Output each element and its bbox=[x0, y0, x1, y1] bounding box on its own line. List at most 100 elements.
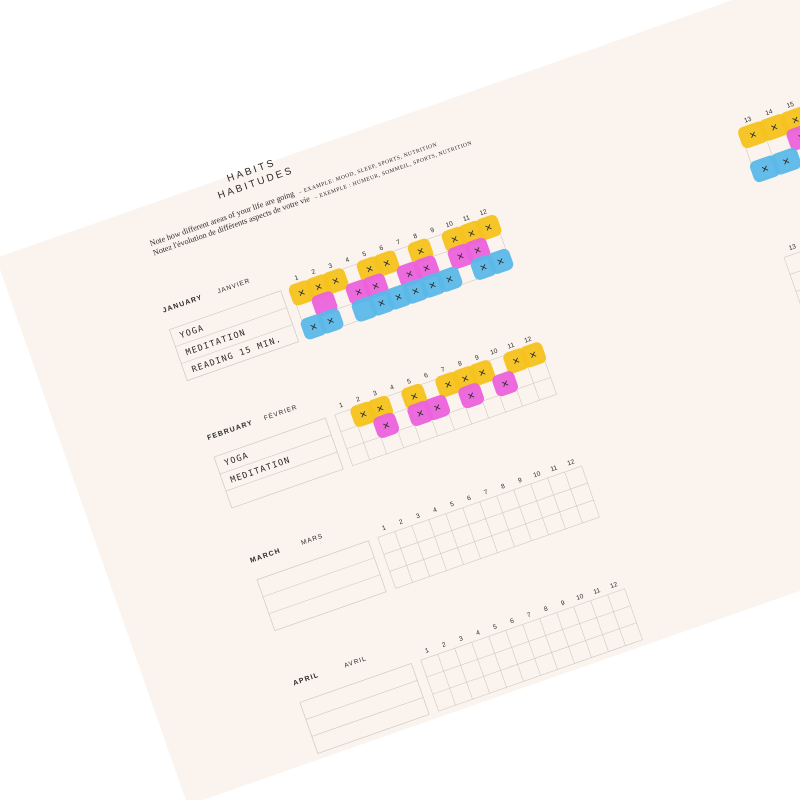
day-grid-right bbox=[783, 145, 800, 309]
check-cross-mark: × bbox=[443, 377, 454, 393]
check-cross-mark: × bbox=[769, 120, 780, 136]
day-number: 9 bbox=[560, 599, 566, 607]
habit-list-divider bbox=[225, 451, 338, 492]
day-number: 7 bbox=[483, 489, 489, 497]
day-number: 8 bbox=[457, 360, 463, 368]
grid-line bbox=[377, 537, 396, 589]
day-number: 4 bbox=[432, 506, 438, 514]
grid-line bbox=[530, 483, 549, 535]
day-number: 3 bbox=[415, 512, 421, 520]
day-number: 7 bbox=[526, 611, 532, 619]
day-number: 2 bbox=[355, 396, 361, 404]
blue-highlight-mark bbox=[436, 266, 463, 292]
check-cross-mark: × bbox=[376, 295, 387, 311]
grid-line bbox=[522, 624, 541, 676]
grid-line bbox=[420, 660, 439, 712]
grid-line bbox=[573, 606, 592, 658]
day-number: 2 bbox=[441, 641, 447, 649]
day-number: 11 bbox=[593, 587, 602, 596]
pink-highlight-mark bbox=[458, 383, 485, 409]
yellow-highlight-mark bbox=[373, 250, 400, 276]
day-number: 11 bbox=[462, 214, 471, 223]
grid-line bbox=[581, 465, 600, 518]
grid-line bbox=[454, 648, 473, 700]
grid-line bbox=[445, 513, 464, 565]
blue-highlight-mark bbox=[317, 308, 344, 334]
check-cross-mark: × bbox=[528, 347, 539, 363]
habit-list-box bbox=[256, 540, 387, 632]
check-cross-mark: × bbox=[759, 161, 770, 177]
day-number: 11 bbox=[550, 464, 559, 473]
check-cross-mark: × bbox=[781, 154, 792, 170]
day-number: 1 bbox=[338, 402, 344, 410]
grid-line bbox=[428, 519, 447, 571]
check-cross-mark: × bbox=[296, 285, 307, 301]
grid-line bbox=[471, 642, 490, 694]
day-number: 12 bbox=[523, 336, 533, 345]
grid-line bbox=[505, 630, 524, 682]
check-cross-mark: × bbox=[466, 226, 477, 242]
day-number: 5 bbox=[449, 501, 455, 509]
check-cross-mark: × bbox=[466, 388, 477, 404]
day-number: 1 bbox=[294, 274, 300, 282]
month-block-april: APRILAVRIL123456789101112131415161718192… bbox=[292, 581, 643, 754]
check-cross-mark: × bbox=[364, 261, 375, 277]
day-number: 6 bbox=[379, 244, 385, 252]
check-cross-mark: × bbox=[495, 254, 506, 270]
habit-list-divider bbox=[219, 434, 332, 475]
check-cross-mark: × bbox=[511, 353, 522, 369]
grid-line bbox=[547, 477, 566, 530]
day-number: 6 bbox=[423, 372, 429, 380]
check-cross-mark: × bbox=[455, 249, 466, 265]
day-number: 5 bbox=[406, 378, 412, 386]
day-number: 8 bbox=[413, 233, 419, 241]
day-number: 12 bbox=[566, 458, 576, 467]
check-cross-mark: × bbox=[381, 418, 392, 434]
day-number: 6 bbox=[466, 495, 472, 503]
check-cross-mark: × bbox=[410, 283, 421, 299]
habit-list-divider bbox=[268, 574, 381, 615]
check-cross-mark: × bbox=[796, 129, 800, 145]
grid-line bbox=[462, 507, 481, 559]
grid-line bbox=[496, 495, 515, 547]
day-number: 10 bbox=[489, 347, 499, 356]
habit-list-divider bbox=[305, 680, 418, 720]
check-cross-mark: × bbox=[483, 220, 494, 236]
day-number: 14 bbox=[765, 108, 775, 117]
habit-list-divider bbox=[311, 697, 424, 737]
check-cross-mark: × bbox=[415, 406, 426, 422]
yellow-highlight-mark bbox=[780, 106, 800, 134]
grid-line bbox=[513, 489, 532, 541]
day-number: 9 bbox=[474, 354, 480, 362]
day-number: 15 bbox=[786, 101, 796, 110]
habit-list-divider bbox=[181, 324, 293, 364]
grid-line bbox=[488, 636, 507, 688]
day-number: 7 bbox=[440, 366, 446, 374]
day-number: 3 bbox=[372, 390, 378, 398]
check-cross-mark: × bbox=[444, 271, 455, 287]
day-number: 2 bbox=[311, 268, 317, 276]
day-number: 10 bbox=[445, 220, 455, 229]
day-number: 9 bbox=[517, 477, 523, 485]
check-cross-mark: × bbox=[747, 127, 758, 143]
day-number: 5 bbox=[362, 250, 368, 258]
grid-line bbox=[556, 612, 575, 664]
habit-list-box bbox=[213, 417, 344, 509]
check-cross-mark: × bbox=[790, 112, 800, 128]
check-cross-mark: × bbox=[353, 284, 364, 300]
grid-line bbox=[394, 531, 413, 583]
check-cross-mark: × bbox=[375, 401, 386, 417]
yellow-highlight-mark bbox=[475, 214, 502, 240]
grid-line bbox=[479, 501, 498, 553]
day-number: 11 bbox=[507, 342, 516, 351]
blue-highlight-mark bbox=[487, 248, 514, 274]
habit-list-divider bbox=[175, 307, 287, 347]
day-number: 9 bbox=[430, 227, 436, 235]
yellow-highlight-mark bbox=[322, 268, 349, 294]
check-cross-mark: × bbox=[478, 260, 489, 276]
day-grid-left bbox=[420, 588, 643, 712]
day-number: 4 bbox=[475, 629, 481, 637]
check-cross-mark: × bbox=[500, 376, 511, 392]
